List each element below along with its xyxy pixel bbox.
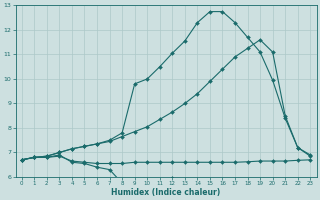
X-axis label: Humidex (Indice chaleur): Humidex (Indice chaleur) [111,188,221,197]
